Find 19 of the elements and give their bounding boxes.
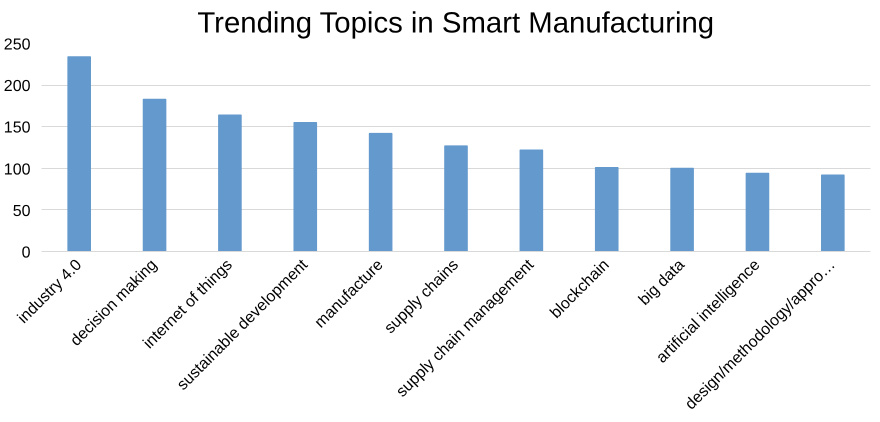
bar xyxy=(218,114,242,252)
bar xyxy=(594,166,619,252)
x-tick-label: big data xyxy=(636,256,688,309)
bar xyxy=(746,172,770,252)
y-tick-label: 100 xyxy=(4,161,31,178)
y-tick-label: 200 xyxy=(4,78,31,96)
chart-title: Trending Topics in Smart Manufacturing xyxy=(197,6,714,40)
y-tick-label: 0 xyxy=(22,244,31,262)
y-tick-label: 150 xyxy=(4,120,31,137)
bar xyxy=(444,145,468,252)
bar xyxy=(142,98,166,252)
bar xyxy=(520,149,544,252)
bar xyxy=(67,56,91,252)
bar xyxy=(821,174,845,252)
y-tick-label: 50 xyxy=(12,202,31,220)
bar xyxy=(368,132,392,252)
y-tick-label: 250 xyxy=(4,36,31,54)
bar xyxy=(670,168,694,252)
bar xyxy=(293,122,318,252)
